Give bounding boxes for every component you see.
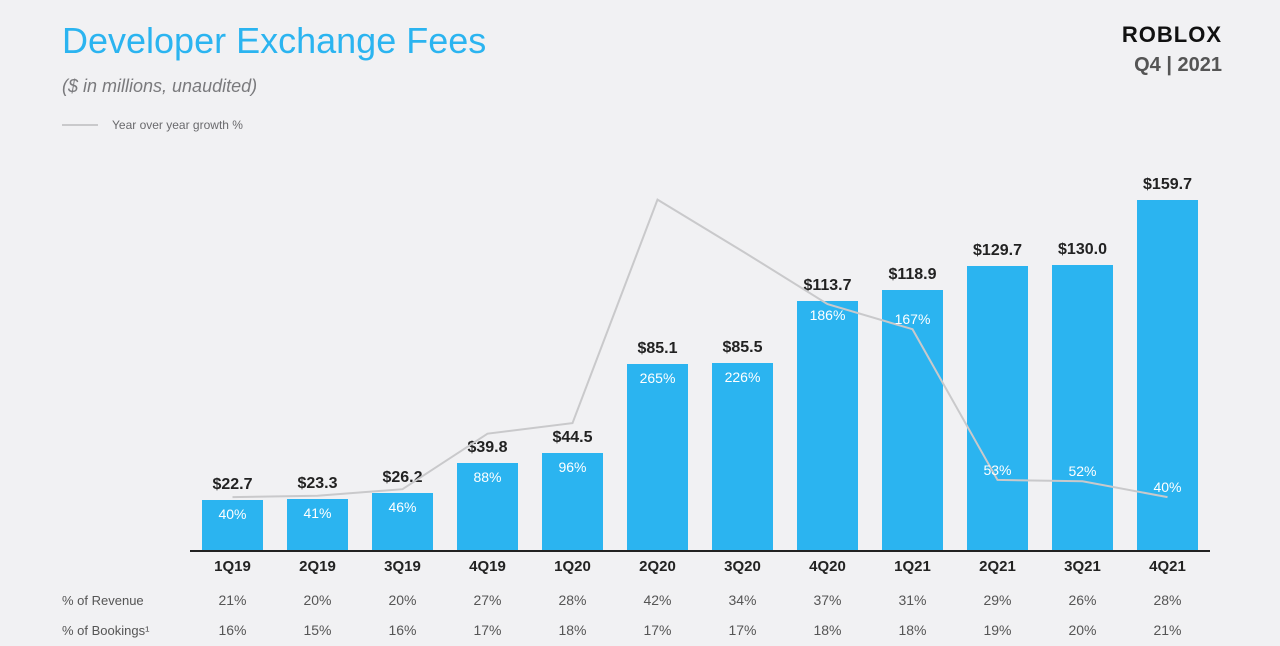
- bar: $130.0: [1052, 265, 1113, 550]
- table-cell: 20%: [1040, 622, 1125, 638]
- table-cell: 20%: [360, 592, 445, 608]
- bar-value-label: $23.3: [297, 475, 337, 493]
- table-cell: 37%: [785, 592, 870, 608]
- bar-value-label: $44.5: [552, 429, 592, 447]
- bar: $113.7: [797, 301, 858, 550]
- table-cell: 17%: [445, 622, 530, 638]
- bar-chart: $22.7 $23.3 $26.2 $39.8 $44.5 $85.1 $85.5 $113.…: [190, 160, 1210, 550]
- table-cell: 21%: [1125, 622, 1210, 638]
- bar: $118.9: [882, 290, 943, 551]
- bar: $129.7: [967, 266, 1028, 550]
- growth-pct-label: 40%: [218, 506, 246, 522]
- bar-slot: $85.5: [700, 160, 785, 550]
- bar-slot: $39.8: [445, 160, 530, 550]
- row-label: % of Bookings¹: [62, 623, 190, 638]
- x-tick-label: 3Q20: [700, 558, 785, 575]
- legend-label: Year over year growth %: [112, 118, 243, 132]
- table-cell: 17%: [615, 622, 700, 638]
- bar: $159.7: [1137, 200, 1198, 550]
- table-cell: 28%: [1125, 592, 1210, 608]
- table-cell: 17%: [700, 622, 785, 638]
- bar-slot: $22.7: [190, 160, 275, 550]
- table-cell: 26%: [1040, 592, 1125, 608]
- table-cell: 20%: [275, 592, 360, 608]
- growth-pct-label: 41%: [303, 505, 331, 521]
- bar-value-label: $85.5: [722, 339, 762, 357]
- bar-slot: $23.3: [275, 160, 360, 550]
- table-cell: 15%: [275, 622, 360, 638]
- x-tick-label: 4Q19: [445, 558, 530, 575]
- growth-pct-label: 167%: [895, 311, 931, 327]
- table-cell: 42%: [615, 592, 700, 608]
- table-cell: 16%: [360, 622, 445, 638]
- table-cell: 16%: [190, 622, 275, 638]
- legend: Year over year growth %: [62, 118, 243, 132]
- x-tick-label: 1Q21: [870, 558, 955, 575]
- bar-slot: $26.2: [360, 160, 445, 550]
- bar: $85.1: [627, 364, 688, 550]
- bar-value-label: $129.7: [973, 242, 1022, 260]
- bar-value-label: $159.7: [1143, 176, 1192, 194]
- bar-slot: $113.7: [785, 160, 870, 550]
- table-cell: 27%: [445, 592, 530, 608]
- bar-value-label: $118.9: [888, 266, 936, 284]
- table-cell: 21%: [190, 592, 275, 608]
- bar-value-label: $113.7: [803, 277, 851, 295]
- x-tick-label: 4Q20: [785, 558, 870, 575]
- bar-slot: $130.0: [1040, 160, 1125, 550]
- x-tick-label: 2Q21: [955, 558, 1040, 575]
- brand-logo: ROBLOX: [1122, 22, 1222, 48]
- table-cell: 18%: [530, 622, 615, 638]
- table-cell: 18%: [870, 622, 955, 638]
- growth-pct-label: 96%: [558, 459, 586, 475]
- growth-pct-label: 265%: [640, 370, 676, 386]
- growth-pct-label: 46%: [388, 499, 416, 515]
- table-cell: 18%: [785, 622, 870, 638]
- bar-slot: $85.1: [615, 160, 700, 550]
- bar-value-label: $26.2: [382, 469, 422, 487]
- bar-slot: $129.7: [955, 160, 1040, 550]
- bar-value-label: $22.7: [212, 476, 252, 494]
- x-tick-label: 2Q20: [615, 558, 700, 575]
- growth-pct-label: 52%: [1068, 463, 1096, 479]
- bar-slot: $44.5: [530, 160, 615, 550]
- legend-line-swatch: [62, 124, 98, 126]
- growth-pct-label: 226%: [725, 369, 761, 385]
- x-tick-label: 3Q21: [1040, 558, 1125, 575]
- x-tick-label: 2Q19: [275, 558, 360, 575]
- table-row-revenue: % of Revenue 21%20%20%27%28%42%34%37%31%…: [62, 592, 1210, 608]
- x-axis: [190, 550, 1210, 552]
- x-tick-label: 3Q19: [360, 558, 445, 575]
- bar: $85.5: [712, 363, 773, 550]
- table-cell: 31%: [870, 592, 955, 608]
- bar-value-label: $85.1: [637, 340, 677, 358]
- x-axis-labels: 1Q192Q193Q194Q191Q202Q203Q204Q201Q212Q21…: [190, 558, 1210, 575]
- bar-slot: $118.9: [870, 160, 955, 550]
- growth-pct-label: 40%: [1153, 479, 1181, 495]
- table-cell: 34%: [700, 592, 785, 608]
- table-cell: 28%: [530, 592, 615, 608]
- period-label: Q4 | 2021: [1134, 54, 1222, 77]
- x-tick-label: 4Q21: [1125, 558, 1210, 575]
- growth-pct-label: 186%: [810, 307, 846, 323]
- table-cell: 29%: [955, 592, 1040, 608]
- x-tick-label: 1Q19: [190, 558, 275, 575]
- row-label: % of Revenue: [62, 593, 190, 608]
- x-tick-label: 1Q20: [530, 558, 615, 575]
- table-cell: 19%: [955, 622, 1040, 638]
- bar-value-label: $130.0: [1058, 241, 1107, 259]
- chart-subtitle: ($ in millions, unaudited): [62, 76, 257, 97]
- chart-title: Developer Exchange Fees: [62, 20, 486, 62]
- table-row-bookings: % of Bookings¹ 16%15%16%17%18%17%17%18%1…: [62, 622, 1210, 638]
- growth-pct-label: 53%: [983, 462, 1011, 478]
- bar-value-label: $39.8: [467, 439, 507, 457]
- growth-pct-label: 88%: [473, 469, 501, 485]
